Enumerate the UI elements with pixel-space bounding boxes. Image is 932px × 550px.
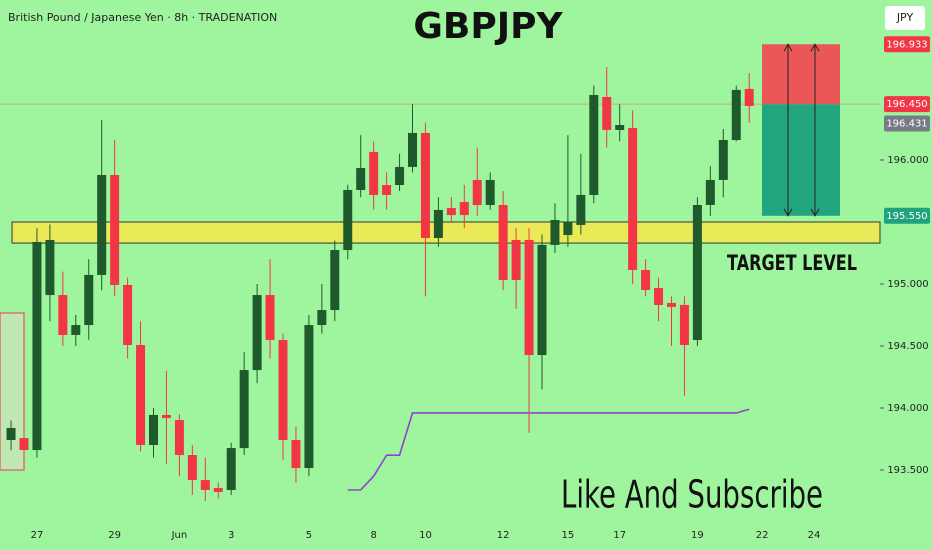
- candle-body: [408, 132, 417, 167]
- candle-body: [550, 220, 560, 245]
- arrow-head: [783, 43, 793, 217]
- candle-body: [563, 221, 573, 236]
- candle-body: [84, 274, 94, 326]
- candle-body: [446, 207, 456, 216]
- x-tick-label: 27: [31, 530, 44, 541]
- candle-body: [433, 209, 443, 238]
- x-tick-label: 15: [562, 530, 575, 541]
- trail-line: [347, 408, 750, 491]
- candle-body: [187, 455, 197, 481]
- candle-body: [576, 194, 586, 225]
- candle-body: [161, 414, 171, 419]
- candle-body: [369, 151, 379, 195]
- price-label: 196.450: [886, 99, 927, 110]
- y-tick-label: 196.000: [887, 155, 928, 166]
- price-label: 196.431: [886, 119, 927, 130]
- candle-body: [537, 244, 547, 356]
- x-tick-label: Jun: [171, 530, 188, 541]
- price-label-box: [884, 115, 930, 132]
- x-tick-label: 29: [108, 530, 121, 541]
- candle-body: [291, 440, 301, 469]
- candle-body: [71, 325, 81, 335]
- candle-body: [498, 204, 508, 281]
- arrow-head: [810, 43, 820, 217]
- candle-body: [511, 239, 521, 281]
- target-zone: [11, 221, 881, 244]
- candle-body: [382, 185, 392, 195]
- candle-body: [744, 88, 754, 107]
- candle-body: [524, 239, 534, 356]
- candle-body: [45, 239, 55, 296]
- candle-body: [628, 127, 638, 270]
- x-tick-label: 3: [228, 530, 234, 541]
- candle-body: [200, 480, 210, 490]
- candle-body: [97, 174, 107, 275]
- candle-body: [19, 438, 29, 451]
- x-tick-label: 24: [808, 530, 821, 541]
- candle-body: [110, 174, 120, 285]
- candle-body: [731, 89, 741, 141]
- candle-body: [679, 304, 689, 346]
- candle-body: [149, 414, 158, 445]
- y-tick-label: 195.000: [887, 279, 928, 290]
- candle-body: [420, 132, 430, 238]
- candle-body: [239, 370, 249, 449]
- x-tick-label: 8: [370, 530, 376, 541]
- y-tick-label: 193.500: [887, 465, 928, 476]
- candle-body: [692, 204, 702, 341]
- candle-body: [32, 241, 42, 451]
- candle-body: [174, 420, 184, 456]
- candle-body: [667, 302, 676, 307]
- candle-body: [589, 94, 599, 195]
- candle-body: [343, 189, 353, 251]
- currency[interactable]: JPY: [896, 11, 914, 24]
- candle-body: [226, 448, 236, 490]
- x-tick-label: 5: [306, 530, 312, 541]
- candle-body: [485, 179, 495, 205]
- candle-body: [123, 284, 133, 346]
- candle-body: [641, 269, 651, 290]
- candle-body: [602, 96, 612, 130]
- candle-body: [304, 325, 314, 469]
- candle-body: [705, 179, 715, 205]
- candle-body: [252, 295, 262, 371]
- candle-body: [317, 310, 327, 326]
- candle-body: [58, 295, 68, 335]
- candle-body: [472, 179, 482, 205]
- currency-box[interactable]: [885, 6, 925, 30]
- y-tick-label: 194.000: [887, 403, 928, 414]
- candle-body: [459, 202, 469, 216]
- candle-body: [615, 125, 625, 130]
- symbol-header: British Pound / Japanese Yen · 8h · TRAD…: [8, 11, 277, 24]
- chart-title: GBPJPY: [413, 6, 563, 47]
- candle-body: [356, 168, 366, 190]
- y-tick-label: 194.500: [887, 341, 928, 352]
- x-tick-label: 12: [497, 530, 510, 541]
- candle-body: [213, 488, 223, 492]
- annotation: Like And Subscribe: [561, 473, 823, 517]
- annotation: TARGET LEVEL: [727, 251, 857, 275]
- profit-zone: [762, 104, 840, 216]
- price-label-box: [884, 207, 930, 224]
- candle-body: [395, 166, 405, 186]
- candle-body: [136, 345, 146, 445]
- x-tick-label: 22: [756, 530, 769, 541]
- price-label: 196.933: [886, 39, 927, 50]
- price-label: 195.550: [886, 211, 927, 222]
- candle-body: [718, 140, 728, 180]
- candle-body: [6, 427, 16, 441]
- candle-body: [278, 340, 288, 441]
- x-tick-label: 19: [691, 530, 704, 541]
- x-tick-label: 17: [613, 530, 626, 541]
- candle-body: [330, 250, 340, 311]
- candle-body: [654, 287, 664, 305]
- price-label-box: [884, 96, 930, 113]
- candle-body: [265, 295, 275, 341]
- price-label-box: [884, 36, 930, 53]
- stop-zone: [762, 44, 840, 105]
- x-tick-label: 10: [419, 530, 432, 541]
